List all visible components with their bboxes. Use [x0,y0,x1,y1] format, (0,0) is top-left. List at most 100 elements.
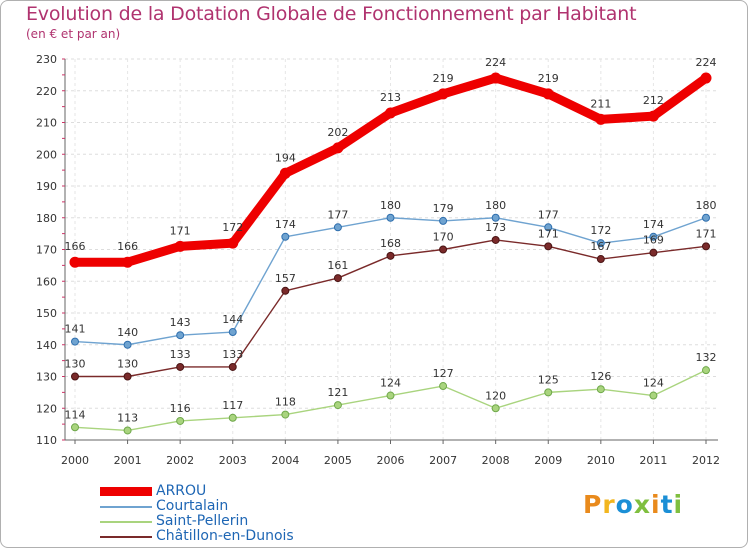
data-point [176,331,185,340]
data-point [176,362,185,371]
x-tick-label: 2003 [219,454,247,467]
data-point [542,88,554,100]
data-label: 194 [275,151,296,164]
data-label: 211 [590,97,611,110]
data-point [649,248,658,257]
data-point [123,340,132,349]
legend-swatch [100,520,152,523]
y-tick-label: 220 [36,85,57,98]
x-tick-label: 2010 [587,454,615,467]
data-point [174,240,186,252]
data-label: 169 [643,234,664,247]
data-label: 171 [538,227,559,240]
chart-subtitle: (en € et par an) [26,27,121,41]
chart-title: Evolution de la Dotation Globale de Fonc… [26,3,637,25]
data-label: 124 [643,377,664,390]
x-tick-label: 2008 [482,454,510,467]
data-label: 166 [65,240,86,253]
data-point [281,286,290,295]
y-tick-label: 180 [36,212,57,225]
data-label: 133 [222,348,243,361]
y-tick-label: 140 [36,339,57,352]
data-point [333,274,342,283]
data-label: 171 [696,227,717,240]
data-label: 118 [275,396,296,409]
data-point [596,385,605,394]
data-label: 130 [65,358,86,371]
data-point [123,426,132,435]
x-tick-label: 2006 [377,454,405,467]
data-point [544,242,553,251]
y-tick-label: 130 [36,371,57,384]
chart-legend: ARROU Courtalain Saint-Pellerin Châtillon-e… [100,484,294,544]
data-label: 157 [275,272,296,285]
data-label: 125 [538,373,559,386]
x-tick-label: 2012 [692,454,720,467]
data-label: 179 [433,202,454,215]
y-tick-label: 110 [36,434,57,447]
data-point [386,391,395,400]
data-label: 140 [117,326,138,339]
data-point [228,362,237,371]
x-tick-label: 2002 [166,454,194,467]
data-point [386,251,395,260]
data-point [439,245,448,254]
data-label: 130 [117,358,138,371]
data-point [437,88,449,100]
data-point [702,213,710,222]
data-point [702,242,710,251]
legend-swatch [100,535,152,538]
data-point [71,423,79,432]
data-label: 141 [65,323,86,336]
data-label: 177 [538,208,559,221]
data-label: 143 [170,316,191,329]
legend-label: Courtalain [156,498,229,514]
data-label: 113 [117,411,138,424]
data-point [386,213,395,222]
y-tick-label: 210 [36,117,57,130]
data-label: 213 [380,91,401,104]
data-label: 171 [170,224,191,237]
data-label: 174 [275,218,296,231]
data-label: 168 [380,237,401,250]
data-label: 114 [65,408,86,421]
data-point [385,107,396,119]
x-tick-label: 2004 [271,454,299,467]
data-label: 173 [485,221,506,234]
data-label: 180 [380,199,401,212]
y-tick-label: 190 [36,180,57,193]
data-point [176,416,185,425]
y-tick-label: 170 [36,244,57,257]
data-point [439,382,448,391]
data-label: 219 [538,72,559,85]
data-point [439,216,448,225]
data-point [279,167,291,179]
data-point [71,337,79,346]
data-point [333,223,342,232]
data-label: 177 [327,208,348,221]
legend-item: Châtillon-en-Dunois [100,529,294,544]
data-point [281,410,290,419]
data-label: 219 [433,72,454,85]
data-label: 161 [327,259,348,272]
data-point [649,232,658,241]
legend-item: Courtalain [100,499,294,514]
legend-item: ARROU [100,484,294,499]
legend-label: Châtillon-en-Dunois [156,528,294,544]
legend-label: Saint-Pellerin [156,513,249,529]
x-tick-label: 2007 [429,454,457,467]
data-point [227,237,239,249]
y-tick-label: 160 [36,275,57,288]
data-label: 124 [380,377,401,390]
data-label: 121 [327,386,348,399]
data-point [702,366,710,375]
x-tick-label: 2009 [534,454,562,467]
data-label: 170 [433,231,454,244]
x-tick-label: 2005 [324,454,352,467]
data-label: 132 [696,351,717,364]
legend-label: ARROU [156,483,207,499]
data-point [544,223,553,232]
data-point [122,256,134,268]
legend-swatch [100,505,152,508]
